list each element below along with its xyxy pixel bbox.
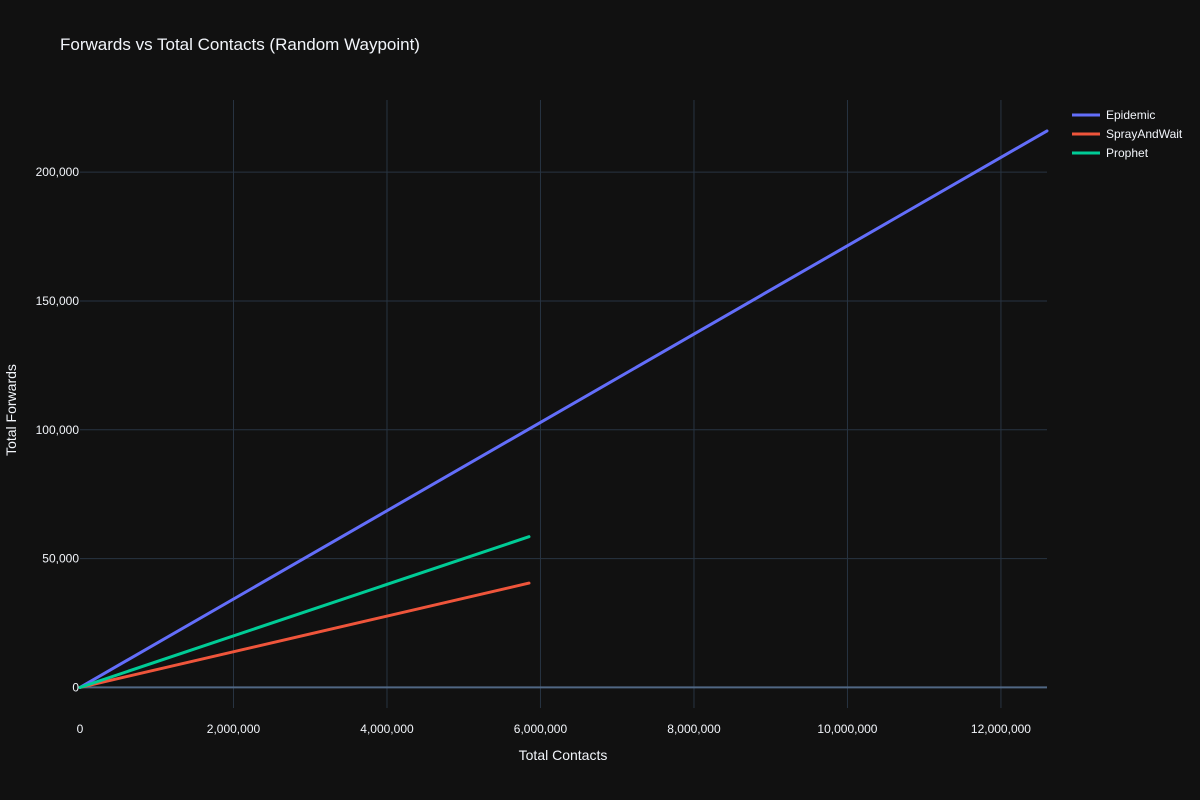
x-tick-label: 12,000,000 (971, 722, 1031, 736)
x-tick-label: 6,000,000 (514, 722, 568, 736)
y-tick-label: 50,000 (42, 552, 79, 566)
series-line-sprayandwait (78, 581, 531, 689)
legend-label: SprayAndWait (1106, 127, 1183, 141)
y-tick-label: 150,000 (36, 294, 80, 308)
series-group (78, 129, 1049, 689)
series-line-prophet (78, 535, 531, 689)
x-tick-label: 0 (77, 722, 84, 736)
legend-item-epidemic[interactable]: Epidemic (1072, 108, 1155, 122)
y-tick-label: 200,000 (36, 165, 80, 179)
legend-item-sprayandwait[interactable]: SprayAndWait (1072, 127, 1183, 141)
y-axis-title: Total Forwards (3, 364, 19, 456)
grid (80, 100, 1047, 708)
x-tick-label: 8,000,000 (667, 722, 721, 736)
y-axis-ticks: 0 50,000 100,000 150,000 200,000 (36, 165, 80, 694)
x-tick-label: 10,000,000 (817, 722, 877, 736)
legend-label: Prophet (1106, 146, 1149, 160)
legend: Epidemic SprayAndWait Prophet (1072, 108, 1183, 160)
legend-label: Epidemic (1106, 108, 1155, 122)
series-line-epidemic (78, 129, 1049, 689)
x-tick-label: 2,000,000 (207, 722, 261, 736)
y-tick-label: 0 (72, 680, 79, 694)
x-tick-label: 4,000,000 (360, 722, 414, 736)
x-axis-ticks: 0 2,000,000 4,000,000 6,000,000 8,000,000 10,… (77, 722, 1032, 736)
legend-item-prophet[interactable]: Prophet (1072, 146, 1149, 160)
y-tick-label: 100,000 (36, 423, 80, 437)
chart-title: Forwards vs Total Contacts (Random Waypo… (60, 35, 420, 54)
x-axis-title: Total Contacts (519, 747, 608, 763)
